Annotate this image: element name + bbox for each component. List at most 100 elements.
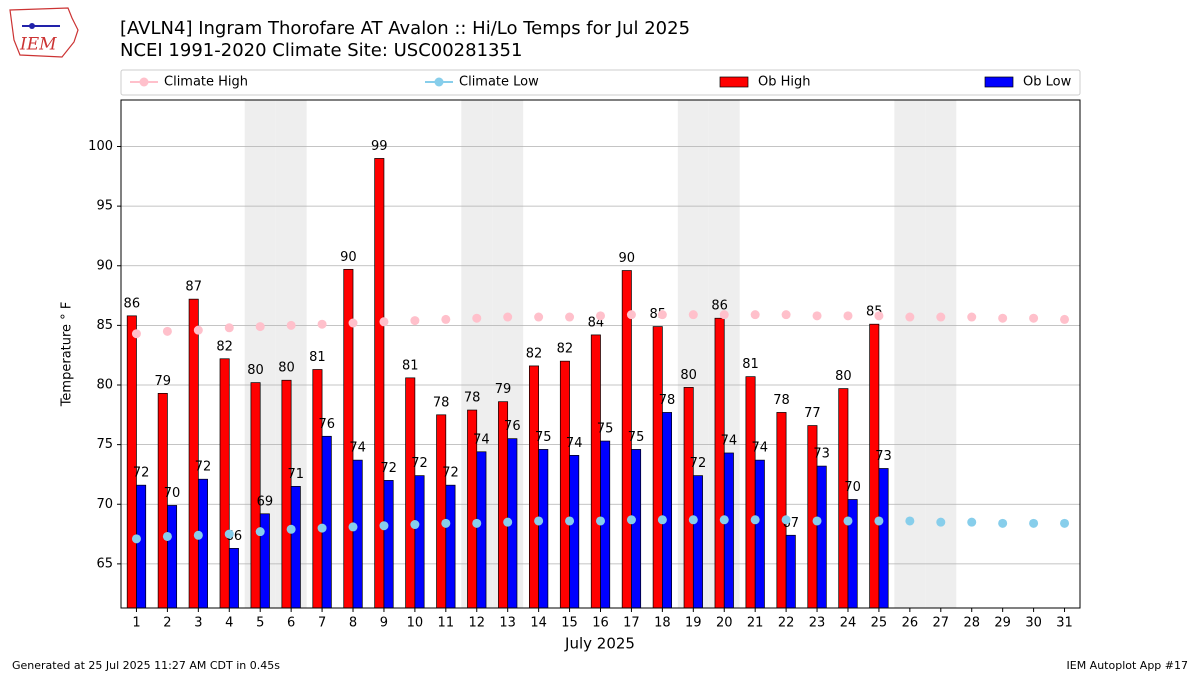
x-tick-label: 17 <box>623 616 640 631</box>
x-tick-label: 3 <box>194 616 202 631</box>
point <box>317 523 327 533</box>
bar <box>405 377 416 609</box>
value-label: 75 <box>628 430 645 445</box>
point <box>131 329 141 339</box>
bar <box>136 484 147 609</box>
point <box>131 534 141 544</box>
bar <box>662 412 673 609</box>
point <box>224 323 234 333</box>
value-label: 80 <box>680 368 697 383</box>
y-tick-label: 65 <box>96 556 113 571</box>
x-tick-label: 2 <box>163 616 171 631</box>
point <box>1060 314 1070 324</box>
value-label: 70 <box>844 480 861 495</box>
x-tick-label: 30 <box>1025 616 1042 631</box>
point <box>193 530 203 540</box>
point <box>1060 518 1070 528</box>
point <box>657 515 667 525</box>
y-tick-label: 80 <box>96 378 113 393</box>
x-tick-label: 28 <box>963 616 980 631</box>
legend-label: Ob Low <box>1023 75 1072 90</box>
value-label: 74 <box>349 441 366 456</box>
value-label: 79 <box>495 382 512 397</box>
value-label: 82 <box>216 339 233 354</box>
value-label: 81 <box>402 358 419 373</box>
logo: IEM <box>9 7 79 58</box>
bar <box>714 317 725 609</box>
value-label: 80 <box>835 369 852 384</box>
bar <box>197 478 208 609</box>
point <box>565 516 575 526</box>
x-tick-label: 25 <box>871 616 888 631</box>
bar <box>374 158 385 609</box>
point <box>998 313 1008 323</box>
point <box>998 518 1008 528</box>
bar <box>569 455 580 609</box>
x-tick-label: 13 <box>499 616 516 631</box>
point <box>410 520 420 530</box>
x-tick-label: 21 <box>747 616 764 631</box>
point <box>1029 518 1039 528</box>
value-label: 72 <box>411 456 428 471</box>
bar <box>559 360 570 609</box>
bar <box>590 334 601 609</box>
point <box>626 310 636 320</box>
point <box>843 311 853 321</box>
bar <box>290 486 301 609</box>
point <box>750 310 760 320</box>
x-tick-label: 26 <box>902 616 919 631</box>
value-label: 72 <box>690 456 707 471</box>
point <box>472 313 482 323</box>
x-tick-label: 22 <box>778 616 795 631</box>
value-label: 90 <box>619 251 636 266</box>
logo-outline <box>9 7 79 58</box>
bar <box>652 326 663 609</box>
bar <box>167 505 178 609</box>
legend-box <box>120 69 1081 96</box>
x-tick-label: 15 <box>561 616 578 631</box>
point <box>1029 313 1039 323</box>
point <box>967 312 977 322</box>
bar <box>476 451 487 609</box>
plot-frame <box>120 99 1081 609</box>
y-tick-label: 85 <box>96 318 113 333</box>
value-label: 82 <box>557 342 574 357</box>
point <box>286 320 296 330</box>
x-tick-label: 11 <box>438 616 455 631</box>
footer-left: Generated at 25 Jul 2025 11:27 AM CDT in… <box>12 659 280 672</box>
chart-subtitle: NCEI 1991-2020 Climate Site: USC00281351 <box>120 40 522 61</box>
bar <box>321 435 332 609</box>
bar <box>383 480 394 609</box>
x-tick-label: 20 <box>716 616 733 631</box>
chart-title: [AVLN4] Ingram Thorofare AT Avalon :: Hi… <box>120 18 690 39</box>
point <box>626 515 636 525</box>
point <box>193 325 203 335</box>
x-tick-label: 1 <box>132 616 140 631</box>
legend-label: Climate Low <box>459 75 539 90</box>
bar <box>838 388 849 609</box>
x-tick-label: 23 <box>809 616 826 631</box>
value-label: 99 <box>371 139 388 154</box>
value-label: 80 <box>278 361 295 376</box>
weekend-shade <box>925 100 957 608</box>
bar <box>785 534 796 609</box>
footer-right: IEM Autoplot App #17 <box>1067 659 1189 672</box>
bar <box>219 358 230 609</box>
y-tick-label: 70 <box>96 497 113 512</box>
value-label: 75 <box>597 422 614 437</box>
point <box>688 515 698 525</box>
point <box>162 531 172 541</box>
value-label: 74 <box>721 433 738 448</box>
value-label: 78 <box>659 393 676 408</box>
bar <box>869 323 880 609</box>
value-label: 90 <box>340 250 357 265</box>
point <box>936 312 946 322</box>
bar <box>847 499 858 609</box>
point <box>688 310 698 320</box>
point <box>472 518 482 528</box>
value-label: 86 <box>711 299 728 314</box>
point <box>317 319 327 329</box>
bar <box>723 452 734 609</box>
value-label: 72 <box>195 460 212 475</box>
value-label: 75 <box>535 430 552 445</box>
